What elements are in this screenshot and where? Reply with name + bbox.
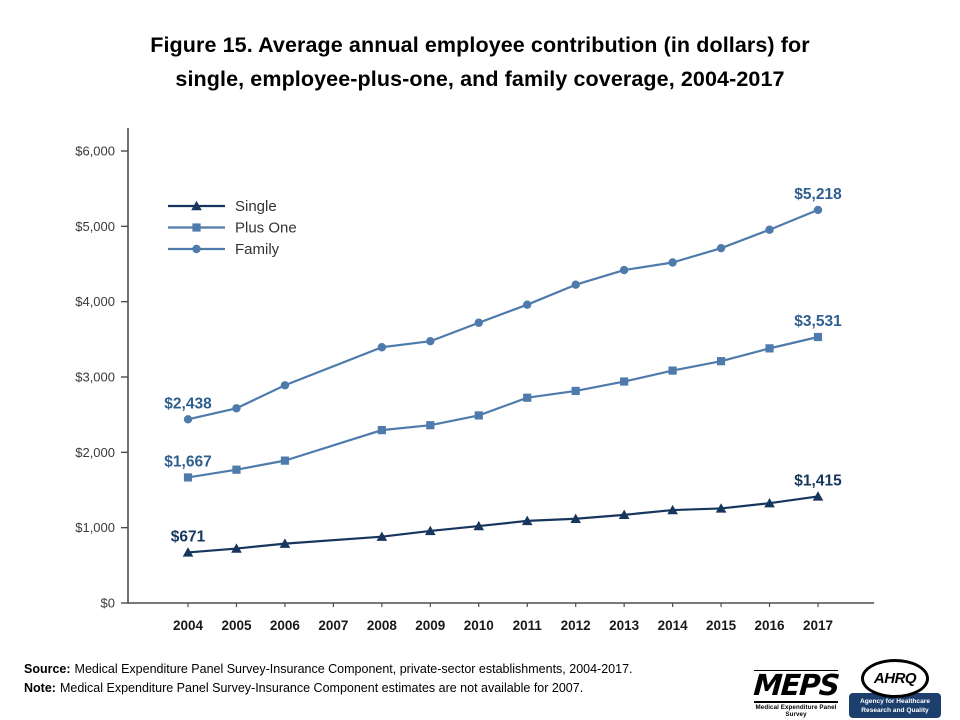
data-point-marker xyxy=(716,243,726,253)
legend-label: Family xyxy=(235,241,280,258)
x-tick-label: 2008 xyxy=(367,618,398,633)
last-data-label: $5,218 xyxy=(794,186,842,203)
data-point-marker xyxy=(667,504,678,515)
data-point-marker xyxy=(474,318,483,327)
data-point-marker xyxy=(232,404,241,413)
x-tick-label: 2006 xyxy=(270,618,301,633)
legend-label: Plus One xyxy=(235,220,297,237)
data-point-marker xyxy=(618,509,630,520)
data-point-marker xyxy=(377,426,386,435)
data-point-marker xyxy=(523,300,532,309)
data-point-marker xyxy=(813,332,823,342)
data-point-marker xyxy=(570,513,581,523)
legend-item-single: Single xyxy=(168,198,277,215)
figure-title-line2: single, employee-plus-one, and family co… xyxy=(175,67,785,92)
chart-area: $0 $1,000 $2,000 $3,000 $4,000 $5,000 $6,000 20… xyxy=(0,112,960,657)
meps-logo-subtext: Medical Expenditure Panel Survey xyxy=(755,703,837,718)
data-point-marker xyxy=(813,205,823,215)
series-family: $2,438 $5,218 xyxy=(164,186,842,424)
note-line: Note: Medical Expenditure Panel Survey-In… xyxy=(24,679,714,698)
first-data-label: $2,438 xyxy=(164,395,212,412)
data-point-marker xyxy=(668,366,677,375)
data-point-marker xyxy=(426,421,435,430)
legend-item-family: Family xyxy=(168,241,280,258)
last-data-label: $3,531 xyxy=(794,313,842,330)
source-text: Medical Expenditure Panel Survey-Insuran… xyxy=(74,662,633,676)
y-tick-label: $4,000 xyxy=(75,294,115,309)
note-text: Medical Expenditure Panel Survey-Insuran… xyxy=(59,681,584,696)
data-point-marker xyxy=(716,357,726,366)
figure-title: Figure 15. Average annual employee contr… xyxy=(0,0,960,97)
data-point-marker xyxy=(426,337,435,346)
data-point-marker xyxy=(279,538,291,548)
x-tick-label: 2011 xyxy=(513,618,543,633)
data-point-marker xyxy=(473,520,485,531)
data-point-marker xyxy=(280,456,290,465)
x-tick-label: 2005 xyxy=(221,618,252,633)
first-data-label: $1,667 xyxy=(164,453,211,470)
series-single: $671 $1,415 xyxy=(171,472,842,557)
data-point-marker xyxy=(232,465,241,474)
x-tick-label: 2012 xyxy=(561,618,591,633)
x-tick-label: 2014 xyxy=(658,618,689,633)
data-point-marker xyxy=(571,280,580,289)
data-point-marker xyxy=(182,547,194,557)
data-point-marker xyxy=(280,381,290,390)
data-point-marker xyxy=(765,344,774,353)
y-tick-label: $5,000 xyxy=(75,219,115,234)
legend: Single Plus One Family xyxy=(168,198,297,258)
data-point-marker xyxy=(183,473,193,482)
meps-logo-wordmark: MEPS xyxy=(752,668,840,702)
data-point-marker xyxy=(183,415,193,424)
line-chart: $0 $1,000 $2,000 $3,000 $4,000 $5,000 $6,000 20… xyxy=(75,128,874,633)
first-data-label: $671 xyxy=(171,528,206,545)
data-point-marker xyxy=(812,491,824,501)
last-data-label: $1,415 xyxy=(794,472,842,489)
note-label: Note: xyxy=(24,681,56,696)
legend-marker xyxy=(192,223,201,232)
data-point-marker xyxy=(523,393,532,402)
meps-logo-rule-bottom xyxy=(754,700,838,703)
data-point-marker xyxy=(668,258,677,267)
data-point-marker xyxy=(376,531,388,541)
legend-item-plus-one: Plus One xyxy=(168,220,297,237)
data-point-marker xyxy=(765,225,774,234)
series-plus-one: $1,667 $3,531 xyxy=(164,313,842,482)
data-point-marker xyxy=(474,411,483,420)
legend-marker xyxy=(192,244,201,254)
y-tick-label: $2,000 xyxy=(75,445,115,460)
ahrq-logo: AHRQ Agency for Healthcare Research and … xyxy=(849,659,941,719)
x-tick-label: 2004 xyxy=(173,618,204,633)
x-tick-label: 2015 xyxy=(706,618,737,633)
data-point-marker xyxy=(620,377,629,386)
x-tick-label: 2013 xyxy=(609,618,640,633)
data-point-marker xyxy=(571,386,580,396)
data-point-marker xyxy=(377,343,387,352)
y-tick-label: $3,000 xyxy=(75,370,115,385)
figure-title-line1: Figure 15. Average annual employee contr… xyxy=(150,33,810,57)
y-tick-label: $6,000 xyxy=(75,144,115,159)
x-tick-label: 2009 xyxy=(415,618,445,633)
x-tick-label: 2010 xyxy=(464,618,494,633)
x-tick-label: 2016 xyxy=(755,618,786,633)
ahrq-logo-wordmark: AHRQ xyxy=(861,659,929,698)
y-tick-label: $0 xyxy=(101,596,115,611)
data-point-marker xyxy=(231,543,242,553)
meps-logo: MEPS Medical Expenditure Panel Survey xyxy=(752,668,840,718)
source-line: Source: Medical Expenditure Panel Survey-… xyxy=(24,660,714,679)
legend-marker xyxy=(191,200,202,211)
data-point-marker xyxy=(715,503,727,513)
y-tick-label: $1,000 xyxy=(75,520,115,535)
data-point-marker xyxy=(521,515,533,526)
source-label: Source: xyxy=(24,662,71,676)
data-point-marker xyxy=(425,525,436,536)
figure-footnotes: Source: Medical Expenditure Panel Survey-… xyxy=(24,660,714,699)
x-tick-label: 2007 xyxy=(318,618,348,633)
meps-logo-rule-top xyxy=(754,670,838,671)
legend-label: Single xyxy=(235,198,277,215)
data-point-marker xyxy=(764,497,775,508)
x-tick-label: 2017 xyxy=(803,618,833,633)
data-point-marker xyxy=(619,265,629,275)
